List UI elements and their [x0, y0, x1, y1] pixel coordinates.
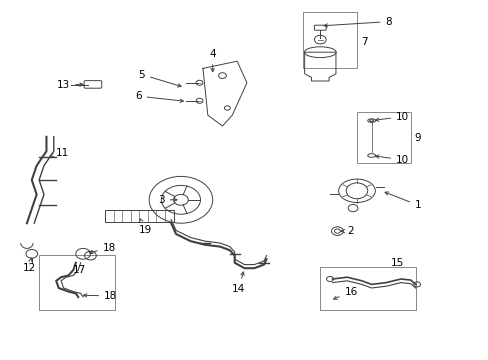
Text: 10: 10 [375, 112, 408, 122]
Text: 3: 3 [158, 195, 177, 205]
Bar [303, 12, 356, 68]
Text: 17: 17 [72, 265, 86, 275]
Text: 15: 15 [390, 258, 404, 268]
Text: 5: 5 [138, 69, 181, 87]
Bar [356, 112, 410, 163]
Text: 7: 7 [360, 37, 367, 48]
Text: 4: 4 [209, 49, 216, 72]
Text: 19: 19 [139, 219, 152, 235]
Text: 8: 8 [324, 17, 391, 27]
Text: 16: 16 [333, 287, 357, 299]
Text: 10: 10 [375, 155, 408, 165]
Text: 1: 1 [384, 192, 421, 210]
Text: 9: 9 [414, 132, 421, 143]
Text: 14: 14 [231, 272, 245, 294]
Text: 11: 11 [50, 148, 69, 158]
Text: 6: 6 [135, 91, 183, 102]
Bar [320, 267, 415, 310]
Text: 2: 2 [341, 226, 353, 236]
Bar [39, 255, 115, 310]
Text: 13: 13 [57, 80, 83, 90]
Bar [105, 210, 173, 222]
Text: 12: 12 [22, 258, 36, 273]
Text: 18: 18 [89, 243, 116, 253]
Text: 18: 18 [83, 291, 117, 301]
